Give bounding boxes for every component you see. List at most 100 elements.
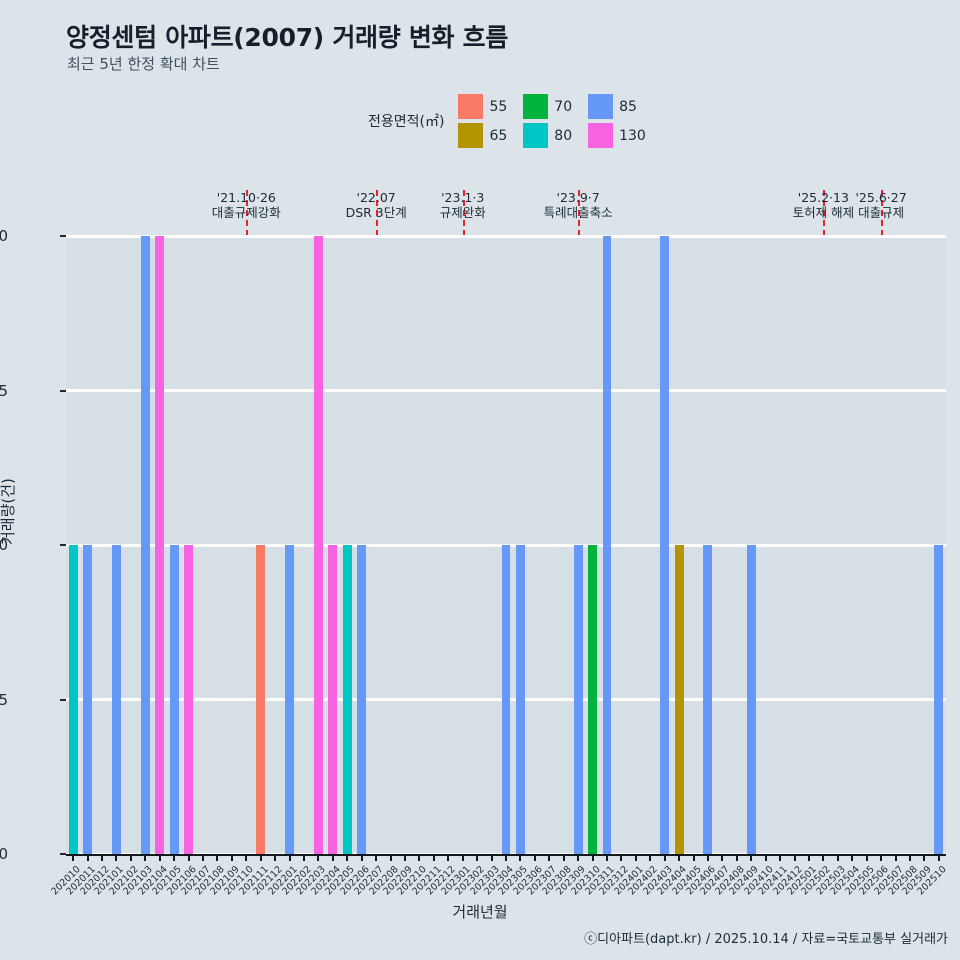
x-tick-mark-202510 [937, 854, 940, 861]
bar-202309-85[interactable] [573, 545, 583, 854]
event-date: '22.07 [356, 190, 396, 205]
legend-entry-70[interactable]: 70 [523, 94, 572, 119]
y-tick-mark [60, 698, 66, 701]
event-date: '25.6·27 [855, 190, 907, 205]
bar-202204-130[interactable] [328, 545, 338, 854]
bar-202311-85[interactable] [602, 236, 612, 854]
bar-202105-85[interactable] [169, 545, 179, 854]
bar-202106-130[interactable] [184, 545, 194, 854]
x-tick-mark-202012 [101, 854, 104, 861]
x-tick-mark-202501 [807, 854, 810, 861]
bar-202205-80[interactable] [342, 545, 352, 854]
bar-202304-85[interactable] [501, 545, 511, 854]
legend-title: 전용면적(㎡) [368, 114, 445, 130]
legend: 전용면적(㎡) 55 65 70 80 85 130 [368, 94, 646, 148]
legend-label: 80 [554, 127, 573, 144]
bar-202201-85[interactable] [285, 545, 295, 854]
chart-title: 양정센텀 아파트(2007) 거래량 변화 흐름 [66, 23, 509, 52]
x-tick-mark-202010 [72, 854, 75, 861]
x-tick-mark-202408 [735, 854, 738, 861]
x-tick-mark-202104 [158, 854, 161, 861]
x-tick-mark-202212 [447, 854, 450, 861]
bar-202406-85[interactable] [703, 545, 713, 854]
bar-202203-130[interactable] [313, 236, 323, 854]
y-tick-mark [60, 544, 66, 546]
legend-label: 65 [489, 127, 508, 144]
x-tick-mark-202401 [634, 854, 637, 861]
x-tick-mark-202409 [750, 854, 753, 861]
x-tick-mark-202508 [908, 854, 911, 861]
event-label-202110: '21.10·26 대출규제강화 [212, 190, 281, 221]
x-tick-mark-202407 [721, 854, 724, 861]
x-tick-mark-202110 [245, 854, 248, 861]
bar-202310-70[interactable] [588, 545, 598, 854]
x-tick-mark-202505 [865, 854, 868, 861]
x-tick-mark-202109 [230, 854, 233, 861]
x-tick-mark-202507 [894, 854, 897, 861]
bar-202010-80[interactable] [68, 545, 78, 854]
gridline-1.5 [66, 389, 946, 392]
event-label-202207: '22.07 DSR 3단계 [346, 190, 407, 221]
bar-202409-85[interactable] [746, 545, 756, 854]
x-tick-mark-202404 [678, 854, 681, 861]
x-tick-mark-202011 [86, 854, 89, 861]
legend-entry-130[interactable]: 130 [588, 123, 646, 148]
legend-swatch-85 [588, 94, 614, 119]
bar-202011-85[interactable] [83, 545, 93, 854]
bar-202104-130[interactable] [155, 236, 165, 854]
event-date: '23.1·3 [441, 190, 485, 205]
x-tick-mark-202312 [620, 854, 623, 861]
legend-entry-55[interactable]: 55 [458, 94, 507, 119]
legend-label: 55 [489, 98, 508, 115]
legend-entries: 55 65 70 80 85 130 [458, 94, 646, 148]
y-tick-mark [60, 235, 66, 237]
x-axis-label: 거래년월 [452, 903, 508, 921]
x-tick-mark-202101 [115, 854, 118, 861]
x-tick-mark-202502 [822, 854, 825, 861]
x-tick-mark-202311 [605, 854, 608, 861]
x-tick-mark-202102 [129, 854, 132, 861]
x-tick-mark-202309 [577, 854, 580, 861]
bar-202404-65[interactable] [674, 545, 684, 854]
x-tick-mark-202406 [706, 854, 709, 861]
event-name: 대출규제 [858, 205, 905, 220]
x-tick-mark-202307 [548, 854, 551, 861]
x-tick-mark-202207 [375, 854, 378, 861]
event-date: '23.9·7 [556, 190, 600, 205]
bar-202305-85[interactable] [515, 545, 525, 854]
legend-entry-65[interactable]: 65 [458, 123, 507, 148]
y-tick-label-1.5: 1.5 [0, 381, 8, 400]
x-tick-mark-202410 [764, 854, 767, 861]
event-label-202506: '25.6·27 대출규제 [856, 190, 907, 221]
event-date: '21.10·26 [216, 190, 276, 205]
bar-202103-85[interactable] [140, 236, 150, 854]
x-tick-mark-202506 [880, 854, 883, 861]
legend-label: 85 [619, 98, 637, 115]
x-tick-mark-202211 [432, 854, 435, 861]
y-tick-mark [60, 389, 66, 392]
x-tick-mark-202305 [519, 854, 522, 861]
x-tick-mark-202303 [490, 854, 493, 861]
legend-entry-80[interactable]: 80 [523, 123, 572, 148]
bar-202111-55[interactable] [256, 545, 266, 854]
x-tick-mark-202412 [793, 854, 796, 861]
bar-202510-85[interactable] [934, 545, 944, 854]
x-tick-mark-202403 [663, 854, 666, 861]
legend-swatch-55 [458, 94, 484, 119]
bar-202101-85[interactable] [112, 545, 121, 854]
x-tick-mark-202111 [259, 854, 262, 861]
bar-202206-85[interactable] [357, 545, 367, 854]
x-tick-mark-202503 [836, 854, 839, 861]
y-tick-label-1.0: 1.0 [0, 536, 8, 554]
x-tick-mark-202411 [779, 854, 782, 861]
bar-202403-85[interactable] [660, 236, 670, 854]
event-name: DSR 3단계 [345, 205, 407, 220]
legend-label: 130 [619, 127, 646, 144]
x-tick-mark-202103 [144, 854, 147, 861]
legend-swatch-80 [523, 123, 549, 148]
legend-entry-85[interactable]: 85 [588, 94, 646, 119]
event-name: 대출규제강화 [211, 205, 281, 220]
chart-subtitle: 최근 5년 한정 확대 차트 [67, 55, 220, 73]
x-tick-mark-202306 [533, 854, 536, 861]
